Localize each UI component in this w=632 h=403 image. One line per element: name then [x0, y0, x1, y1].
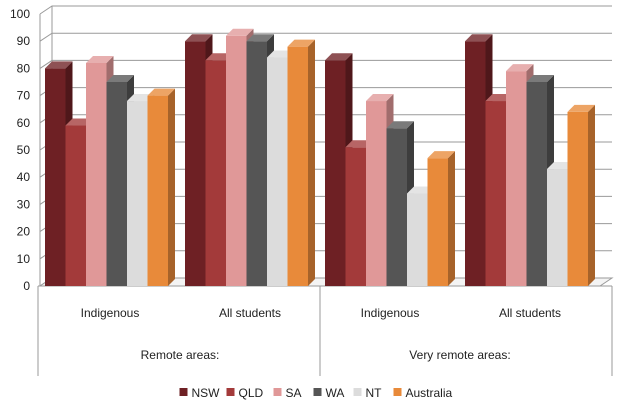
bar-top — [386, 121, 414, 129]
bar-front — [86, 62, 107, 287]
bar-top — [567, 104, 595, 112]
legend-swatch — [179, 388, 188, 396]
bar-top — [147, 88, 175, 96]
bar-front — [185, 41, 206, 287]
bar-side — [168, 88, 175, 286]
bar-front — [45, 68, 66, 287]
legend-swatch — [393, 388, 402, 396]
bar-top — [86, 55, 114, 63]
bar-front — [147, 95, 168, 286]
bar-top — [427, 151, 455, 159]
bar-australia — [147, 88, 175, 286]
gridline — [39, 32, 612, 42]
bar-australia — [567, 104, 595, 286]
bar-top — [45, 61, 73, 69]
axis-labels: 0 10 20 30 40 50 60 70 80 90 100 Indigenous All stud… — [10, 7, 561, 362]
legend-swatch — [226, 388, 235, 396]
bar-top — [526, 75, 554, 82]
bar-front — [427, 158, 448, 286]
x-category-label: All students — [219, 306, 281, 320]
bar-front — [226, 35, 247, 287]
bars — [45, 28, 595, 287]
bar-australia — [427, 151, 455, 286]
x-group-label: Very remote areas: — [409, 348, 510, 362]
y-tick-label: 10 — [17, 252, 31, 266]
bar-top — [185, 34, 213, 42]
bar-top — [325, 53, 353, 61]
legend-label: NSW — [192, 386, 221, 400]
y-tick-label: 50 — [17, 143, 31, 157]
legend-swatch — [313, 388, 322, 396]
y-tick-label: 40 — [17, 170, 31, 184]
bar-side — [588, 104, 595, 286]
legend-label: NT — [366, 386, 383, 400]
y-tick-label: 80 — [17, 61, 31, 75]
legend-swatch — [273, 388, 282, 396]
legend-item-sa: SA — [273, 386, 302, 400]
bar-front — [386, 128, 407, 286]
bar-top — [506, 64, 534, 72]
legend-label: Australia — [406, 386, 453, 400]
bar-australia — [287, 39, 315, 286]
x-group-label: Remote areas: — [141, 348, 220, 362]
legend-item-nt: NT — [353, 386, 383, 400]
legend-label: WA — [326, 386, 345, 400]
bar-front — [106, 82, 127, 286]
bar-front — [366, 101, 387, 286]
y-tick-label: 60 — [17, 116, 31, 130]
bar-top — [246, 34, 274, 42]
legend-label: QLD — [239, 386, 264, 400]
bar-front — [345, 147, 366, 286]
legend: NSW QLD SA WA NT Australia — [179, 386, 453, 400]
bar-top — [106, 75, 134, 82]
y-tick-label: 30 — [17, 197, 31, 211]
legend-item-qld: QLD — [226, 386, 264, 400]
legend-item-nsw: NSW — [179, 386, 221, 400]
bar-front — [325, 60, 346, 286]
bar-front — [526, 82, 547, 286]
bar-front — [567, 111, 588, 286]
legend-item-wa: WA — [313, 386, 345, 400]
legend-item-australia: Australia — [393, 386, 453, 400]
bar-front — [485, 101, 506, 286]
bar-top — [226, 28, 254, 36]
x-category-label: Indigenous — [81, 306, 140, 320]
bar-side — [448, 151, 455, 286]
bar-front — [65, 125, 86, 287]
x-category-label: Indigenous — [361, 306, 420, 320]
legend-swatch — [353, 388, 362, 396]
bar-side — [308, 39, 315, 286]
legend-label: SA — [286, 386, 302, 400]
gridline — [39, 5, 612, 15]
y-tick-label: 100 — [10, 7, 30, 21]
y-tick-label: 20 — [17, 225, 31, 239]
bar-front — [246, 41, 267, 287]
bar-top — [465, 34, 493, 42]
x-category-label: All students — [499, 306, 561, 320]
bar-front — [547, 169, 568, 286]
y-tick-label: 70 — [17, 89, 31, 103]
y-tick-label: 90 — [17, 34, 31, 48]
bar-front — [287, 46, 308, 286]
bar-front — [267, 57, 288, 286]
bar-front — [407, 193, 428, 286]
bar-top — [366, 94, 394, 102]
bar-front — [465, 41, 486, 287]
bar-front — [127, 101, 148, 286]
bar-front — [506, 71, 527, 287]
y-tick-label: 0 — [23, 279, 30, 293]
bar-top — [287, 39, 315, 47]
bar-front — [205, 60, 226, 286]
